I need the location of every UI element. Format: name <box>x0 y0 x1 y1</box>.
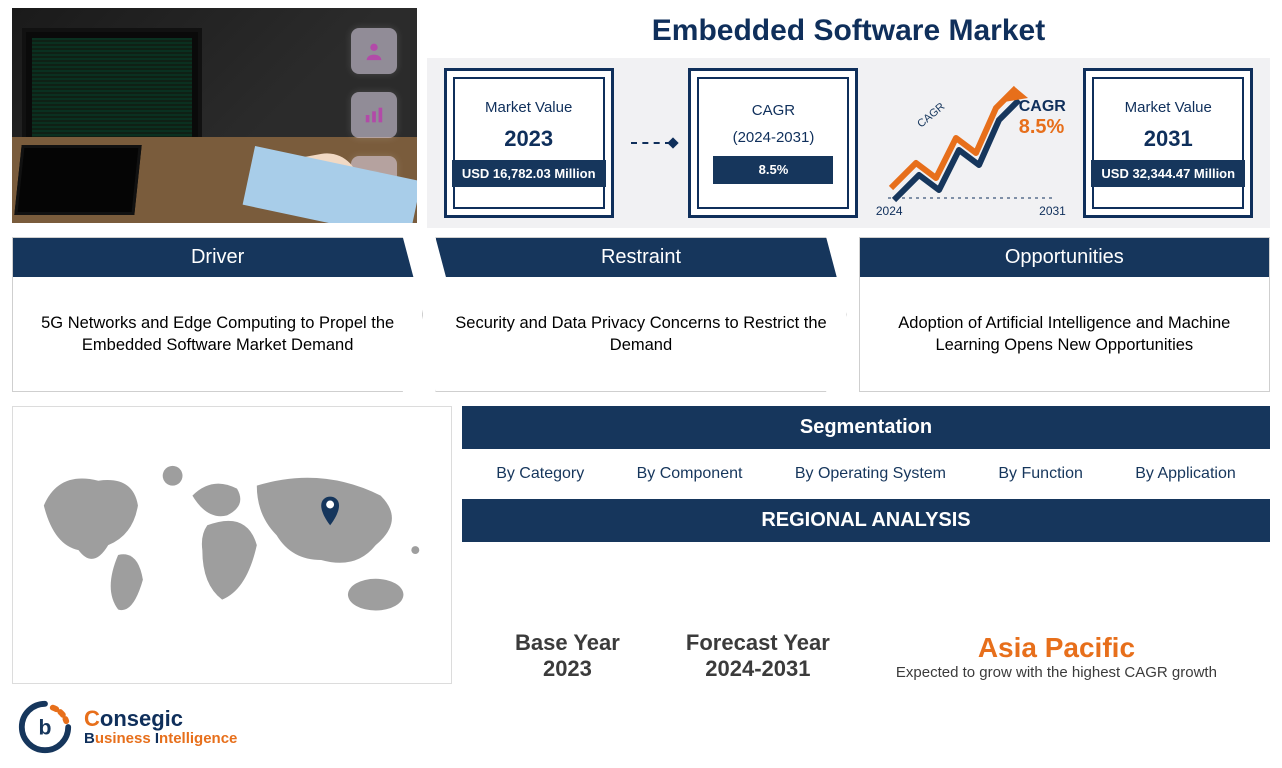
panel-driver-body: 5G Networks and Edge Computing to Propel… <box>13 277 422 391</box>
logo-line2-d: ntelligence <box>159 730 237 747</box>
panel-driver-title: Driver <box>13 238 422 277</box>
panel-opportunities-title: Opportunities <box>860 238 1269 277</box>
base-year-label: Base Year <box>515 630 620 656</box>
top-row: Embedded Software Market Market Value 20… <box>12 8 1270 223</box>
connector-icon <box>631 142 671 144</box>
segmentation-title: Segmentation <box>462 406 1270 449</box>
segmentation-item: By Category <box>496 465 584 483</box>
growth-cagr-value: 8.5% <box>1019 116 1066 139</box>
metrics-strip: Market Value 2023 USD 16,782.03 Million … <box>427 58 1270 228</box>
metric-cagr-value: 8.5% <box>713 156 833 184</box>
metric-end-value: USD 32,344.47 Million <box>1091 160 1245 188</box>
growth-cagr-label: CAGR <box>1019 98 1066 116</box>
metric-start-label: Market Value <box>485 99 572 118</box>
logo-line1-b: onsegic <box>100 706 183 731</box>
brand-logo: b Consegic Business Intelligence <box>12 684 452 760</box>
growth-year-to: 2031 <box>1039 204 1066 218</box>
hero-illustration <box>12 8 417 223</box>
base-year-value: 2023 <box>515 656 620 682</box>
segmentation-item: By Operating System <box>795 465 946 483</box>
logo-line2-b: usiness <box>95 730 155 747</box>
metric-start-year: 2023 <box>504 126 553 152</box>
metric-cagr-period: (2024-2031) <box>733 129 815 148</box>
segmentation-list: By Category By Component By Operating Sy… <box>462 449 1270 499</box>
metric-start: Market Value 2023 USD 16,782.03 Million <box>444 68 614 218</box>
regional-title: REGIONAL ANALYSIS <box>462 499 1270 542</box>
metric-cagr: CAGR (2024-2031) 8.5% <box>688 68 858 218</box>
panel-restraint-body: Security and Data Privacy Concerns to Re… <box>436 277 845 391</box>
highlight-region: Asia Pacific <box>896 632 1217 664</box>
dr-o-row: Driver 5G Networks and Edge Computing to… <box>12 237 1270 392</box>
title-metrics-block: Embedded Software Market Market Value 20… <box>427 8 1270 223</box>
panel-opportunities: Opportunities Adoption of Artificial Int… <box>859 237 1270 392</box>
bottom-row: b Consegic Business Intelligence Segment… <box>12 406 1270 760</box>
forecast-year-label: Forecast Year <box>686 630 830 656</box>
metric-end-label: Market Value <box>1125 99 1212 118</box>
segmentation-item: By Function <box>998 465 1082 483</box>
cagr-word-icon: CAGR <box>915 101 947 131</box>
metric-end: Market Value 2031 USD 32,344.47 Million <box>1083 68 1253 218</box>
metric-cagr-label: CAGR <box>752 102 795 121</box>
svg-text:b: b <box>39 716 52 740</box>
panel-opportunities-body: Adoption of Artificial Intelligence and … <box>860 277 1269 391</box>
segmentation-item: By Component <box>637 465 743 483</box>
metric-start-value: USD 16,782.03 Million <box>452 160 606 188</box>
metric-end-year: 2031 <box>1144 126 1193 152</box>
world-map <box>12 406 452 684</box>
logo-line2-a: B <box>84 730 95 747</box>
growth-year-from: 2024 <box>876 204 903 218</box>
regional-grid: Base Year 2023 Forecast Year 2024-2031 A… <box>462 542 1270 760</box>
logo-mark-icon: b <box>16 698 74 756</box>
highlight-note: Expected to grow with the highest CAGR g… <box>896 664 1217 681</box>
right-column: Segmentation By Category By Component By… <box>462 406 1270 760</box>
logo-line1-a: C <box>84 706 100 731</box>
infographic-root: Embedded Software Market Market Value 20… <box>0 0 1282 768</box>
main-title: Embedded Software Market <box>427 8 1270 58</box>
panel-driver: Driver 5G Networks and Edge Computing to… <box>12 237 423 392</box>
segmentation-item: By Application <box>1135 465 1236 483</box>
forecast-year-value: 2024-2031 <box>686 656 830 682</box>
growth-chart-icon: CAGR CAGR 8.5% 2024 2031 <box>876 68 1066 218</box>
overlay-icon-chart <box>351 92 397 138</box>
left-column: b Consegic Business Intelligence <box>12 406 452 760</box>
panel-restraint-title: Restraint <box>436 238 845 277</box>
overlay-icon-person <box>351 28 397 74</box>
panel-restraint: Restraint Security and Data Privacy Conc… <box>435 237 846 392</box>
